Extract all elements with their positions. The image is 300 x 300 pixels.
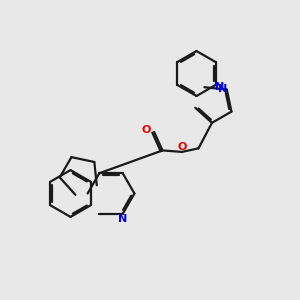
Text: N: N xyxy=(215,82,224,92)
Text: N: N xyxy=(218,84,227,94)
Text: O: O xyxy=(142,125,151,135)
Text: N: N xyxy=(118,214,128,224)
Text: O: O xyxy=(177,142,187,152)
